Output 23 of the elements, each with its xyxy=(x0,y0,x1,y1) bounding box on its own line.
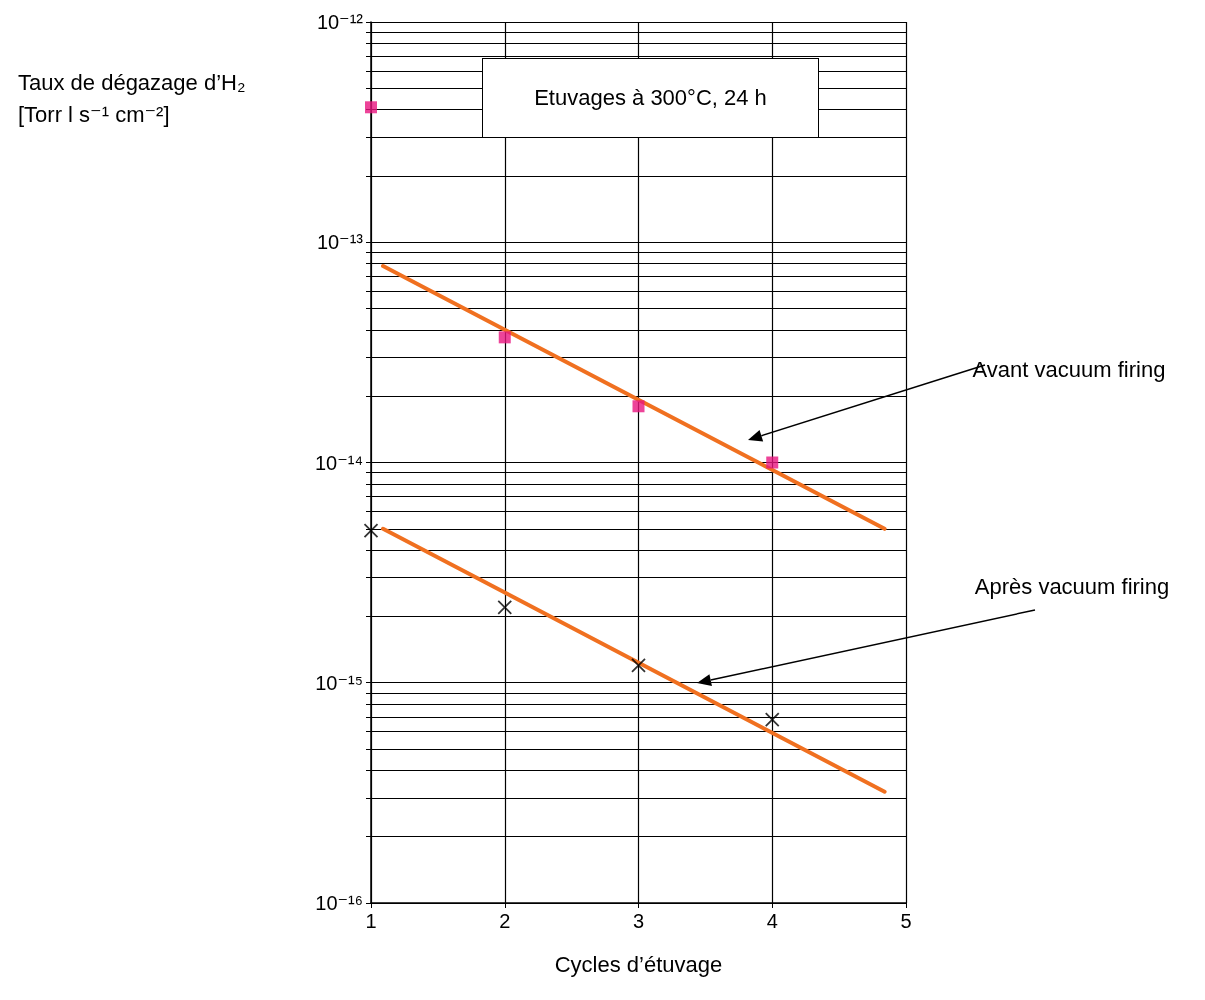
point xyxy=(498,331,511,344)
point xyxy=(632,400,645,413)
point xyxy=(631,657,646,673)
y-axis-title: Taux de dégazage d’H₂ [Torr l s⁻¹ cm⁻²] xyxy=(18,69,246,127)
y-tick-label: 10⁻¹⁶ xyxy=(315,892,363,914)
point xyxy=(766,456,779,469)
text: Avant vacuum firing xyxy=(972,356,1166,382)
point xyxy=(764,712,780,728)
y-tick-label: 10⁻¹² xyxy=(316,11,364,33)
point xyxy=(363,523,379,539)
x-tick-label: 2 xyxy=(499,910,511,932)
x-tick-label: 3 xyxy=(632,910,645,932)
x-tick-label: 4 xyxy=(766,910,778,932)
y-tick-label: 10⁻¹³ xyxy=(316,231,364,254)
y-tick-label: 10⁻¹⁵ xyxy=(315,671,363,694)
x-axis-title: Cycles d’étuvage xyxy=(554,951,723,977)
x-tick-label: 5 xyxy=(900,910,912,932)
x-tick-label: 1 xyxy=(365,910,377,932)
point xyxy=(497,599,513,615)
point xyxy=(365,101,377,114)
text-box: Etuvages à 300°C, 24 h xyxy=(482,58,819,138)
y-tick-label: 10⁻¹⁴ xyxy=(314,451,363,474)
text: Après vacuum firing xyxy=(974,573,1170,599)
